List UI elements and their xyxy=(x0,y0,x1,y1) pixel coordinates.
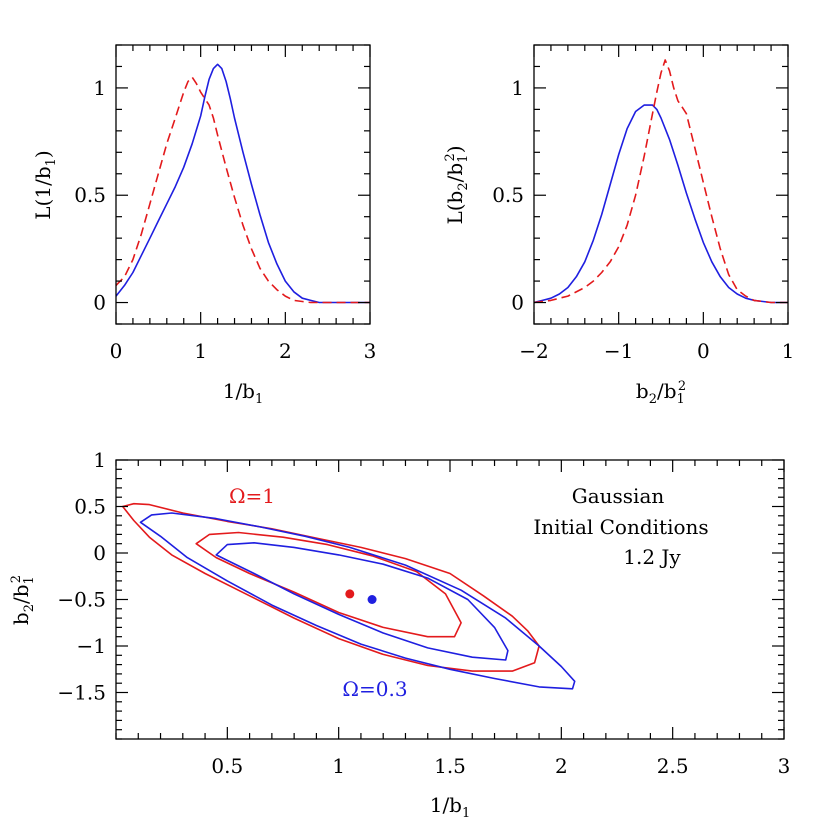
plot-frame xyxy=(115,44,371,325)
best-fit-points xyxy=(345,589,377,604)
tick-labels: 0.5 1 1.5 2 2.5 3 −1.5 −1 −0.5 0 0.5 1 xyxy=(57,448,790,778)
omega-1-best-fit-point xyxy=(345,589,355,599)
y-tick-label: −0.5 xyxy=(57,588,106,612)
panel-contours: 0.5 1 1.5 2 2.5 3−1.5−1−0.500.51 1/b1 b2/b12 … xyxy=(9,448,790,821)
x-tick-label: 2.5 xyxy=(657,754,689,778)
omega-1-inner-contour xyxy=(195,531,462,638)
annotation-line-3: 1.2 Jy xyxy=(623,545,681,569)
y-tick-label: 1 xyxy=(511,76,524,100)
x-tick-label: 0 xyxy=(110,339,123,363)
likelihood-curves xyxy=(534,59,788,304)
tick-labels: −2 −1 0 1 0 0.5 1 xyxy=(492,76,794,363)
x-tick-label: −1 xyxy=(604,339,633,363)
omega-1-outer-contour xyxy=(121,502,540,672)
tick-marks xyxy=(115,44,371,325)
annotation-line-1: Gaussian xyxy=(572,484,665,508)
y-tick-label: 1 xyxy=(93,448,106,472)
y-axis-label: b2/b12 xyxy=(9,575,37,625)
panel-likelihood-b2: −2 −1 0 1 0 0.5 1 b2/b12 L(b2/b12) xyxy=(443,44,794,407)
x-tick-label: 2 xyxy=(279,339,292,363)
omega-0.3-curve xyxy=(116,63,370,304)
y-tick-label: 0.5 xyxy=(74,495,106,519)
omega-1-curve xyxy=(116,76,370,304)
y-tick-label: 0 xyxy=(93,291,106,315)
omega-1-label: Ω=1 xyxy=(229,484,275,508)
x-tick-label: −2 xyxy=(519,339,548,363)
y-tick-label: −1 xyxy=(77,634,106,658)
y-tick-label: 0 xyxy=(511,291,524,315)
omega-0.3-best-fit-point xyxy=(367,595,377,604)
y-axis-label: L(1/b1) xyxy=(31,150,59,219)
x-tick-label: 3 xyxy=(364,339,377,363)
y-tick-label: −1.5 xyxy=(57,681,106,705)
panel-likelihood-inverse-bias: 0 1 2 3 0 0.5 1 1/b1 L(1/b1) xyxy=(31,44,376,407)
x-axis-label: 1/b1 xyxy=(430,793,471,821)
y-tick-label: 1 xyxy=(93,76,106,100)
x-tick-label: 1 xyxy=(332,754,345,778)
likelihood-curves xyxy=(116,63,370,304)
x-tick-label: 3 xyxy=(778,754,791,778)
x-tick-label: 2 xyxy=(555,754,568,778)
x-axis-label: b2/b12 xyxy=(636,379,686,407)
x-tick-label: 0 xyxy=(697,339,710,363)
plot-frame xyxy=(115,459,785,740)
annotation-line-2: Initial Conditions xyxy=(533,515,708,539)
tick-labels: 0 1 2 3 0 0.5 1 xyxy=(74,76,376,363)
tick-marks xyxy=(115,459,785,740)
omega-0.3-inner-contour xyxy=(215,542,509,661)
x-tick-label: 1 xyxy=(194,339,207,363)
plot-frame xyxy=(533,44,789,325)
confidence-contours xyxy=(121,502,576,690)
y-axis-label: L(b2/b12) xyxy=(443,145,471,224)
y-tick-label: 0.5 xyxy=(74,183,106,207)
x-tick-label: 0.5 xyxy=(211,754,243,778)
x-tick-label: 1.5 xyxy=(434,754,466,778)
x-axis-label: 1/b1 xyxy=(223,379,264,407)
omega-0.3-outer-contour xyxy=(139,512,576,690)
y-tick-label: 0 xyxy=(93,541,106,565)
omega-0.3-curve xyxy=(534,104,788,304)
y-tick-label: 0.5 xyxy=(492,183,524,207)
x-tick-label: 1 xyxy=(782,339,795,363)
omega-1-curve xyxy=(534,59,788,304)
omega-0.3-label: Ω=0.3 xyxy=(342,677,407,701)
